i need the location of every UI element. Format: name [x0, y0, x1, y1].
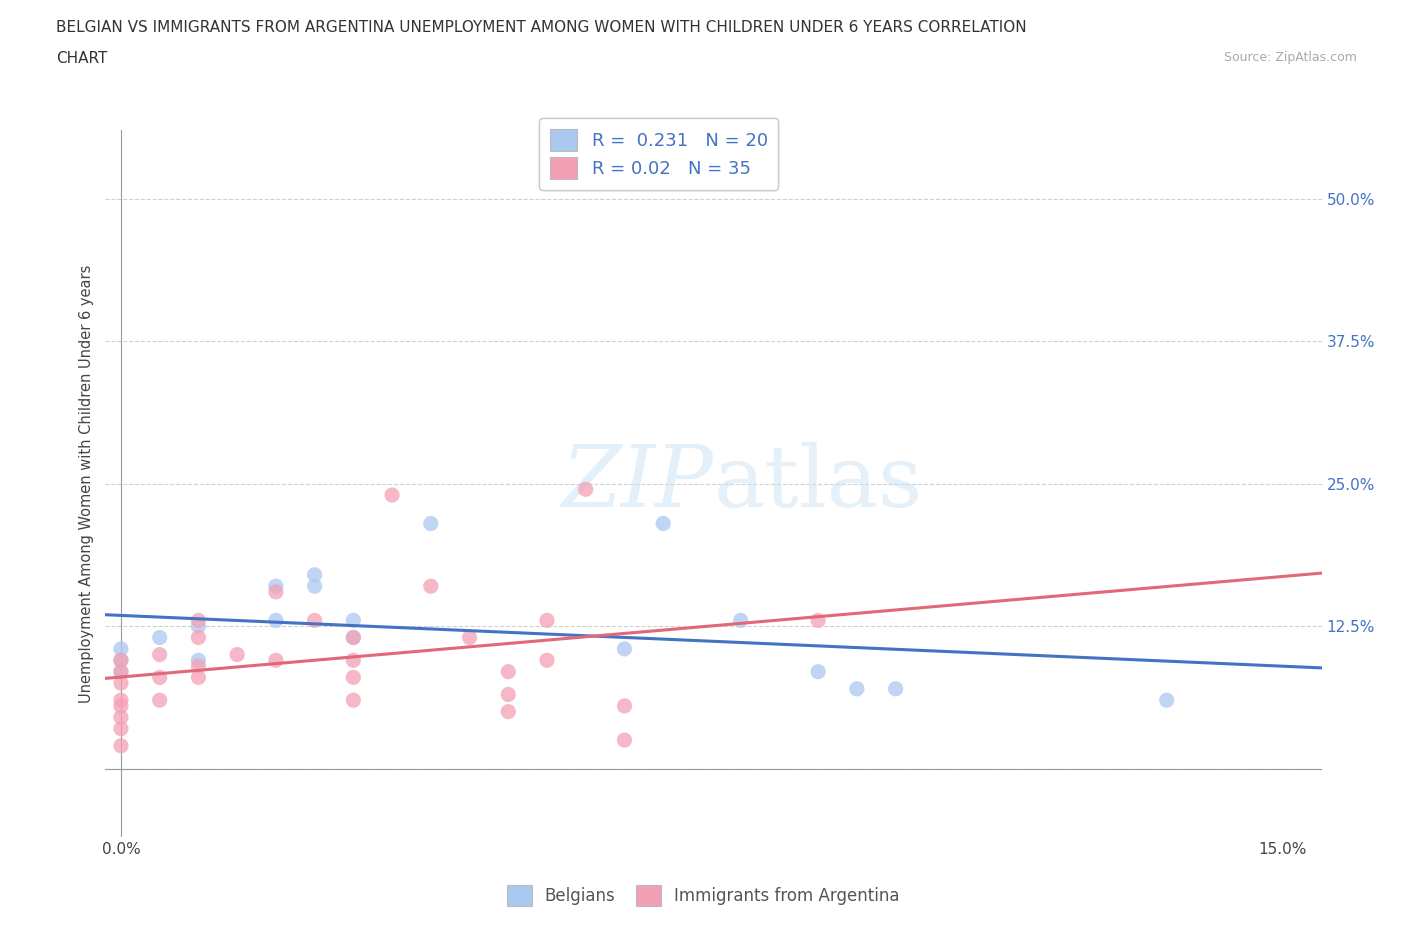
Text: CHART: CHART — [56, 51, 108, 66]
Point — [342, 630, 364, 644]
Point — [536, 653, 558, 668]
Point — [536, 613, 558, 628]
Point — [304, 613, 326, 628]
Legend: Belgians, Immigrants from Argentina: Belgians, Immigrants from Argentina — [501, 879, 905, 912]
Point — [187, 613, 209, 628]
Point — [110, 664, 132, 679]
Point — [342, 693, 364, 708]
Point — [110, 698, 132, 713]
Point — [419, 516, 441, 531]
Point — [264, 578, 287, 593]
Text: Source: ZipAtlas.com: Source: ZipAtlas.com — [1223, 51, 1357, 64]
Point — [110, 693, 132, 708]
Point — [496, 704, 519, 719]
Point — [187, 653, 209, 668]
Point — [187, 670, 209, 684]
Point — [110, 653, 132, 668]
Text: atlas: atlas — [713, 442, 922, 525]
Point — [187, 658, 209, 673]
Point — [342, 670, 364, 684]
Point — [342, 653, 364, 668]
Point — [496, 664, 519, 679]
Point — [149, 630, 172, 644]
Point — [419, 578, 441, 593]
Point — [187, 618, 209, 633]
Point — [1156, 693, 1178, 708]
Point — [845, 682, 868, 697]
Point — [110, 664, 132, 679]
Point — [264, 653, 287, 668]
Point — [149, 647, 172, 662]
Point — [381, 487, 404, 502]
Point — [730, 613, 752, 628]
Point — [652, 516, 675, 531]
Point — [264, 584, 287, 599]
Point — [264, 613, 287, 628]
Point — [149, 670, 172, 684]
Point — [187, 630, 209, 644]
Point — [149, 693, 172, 708]
Point — [807, 613, 830, 628]
Text: ZIP: ZIP — [561, 443, 713, 525]
Point — [342, 613, 364, 628]
Point — [110, 676, 132, 691]
Point — [575, 482, 598, 497]
Y-axis label: Unemployment Among Women with Children Under 6 years: Unemployment Among Women with Children U… — [79, 264, 94, 703]
Point — [226, 647, 249, 662]
Point — [304, 578, 326, 593]
Point — [458, 630, 481, 644]
Point — [884, 682, 907, 697]
Point — [110, 722, 132, 737]
Point — [110, 738, 132, 753]
Point — [613, 698, 636, 713]
Point — [613, 642, 636, 657]
Point — [496, 687, 519, 702]
Point — [613, 733, 636, 748]
Point — [304, 567, 326, 582]
Point — [342, 630, 364, 644]
Point — [110, 653, 132, 668]
Point — [110, 642, 132, 657]
Point — [110, 710, 132, 724]
Point — [807, 664, 830, 679]
Text: BELGIAN VS IMMIGRANTS FROM ARGENTINA UNEMPLOYMENT AMONG WOMEN WITH CHILDREN UNDE: BELGIAN VS IMMIGRANTS FROM ARGENTINA UNE… — [56, 20, 1026, 35]
Legend: R =  0.231   N = 20, R = 0.02   N = 35: R = 0.231 N = 20, R = 0.02 N = 35 — [538, 118, 779, 190]
